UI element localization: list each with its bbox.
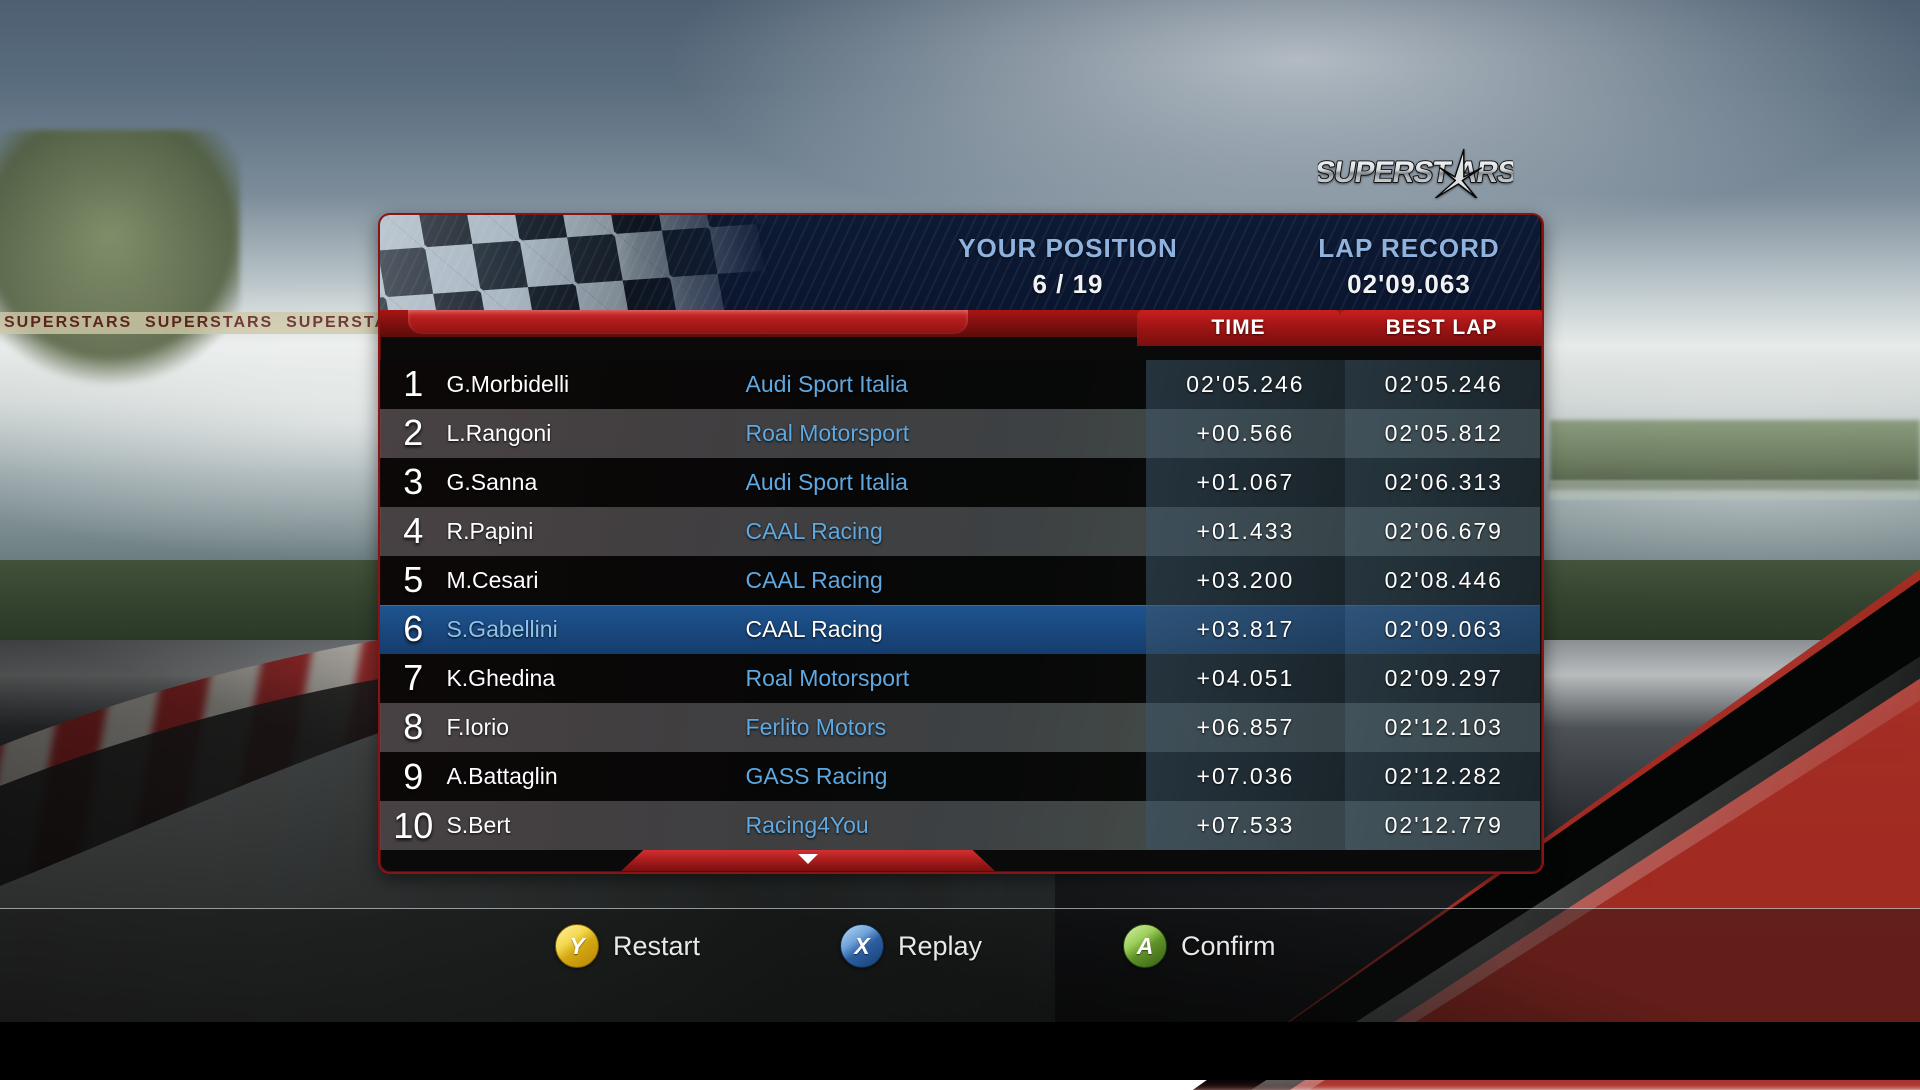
svg-text:SUPERST ARS: SUPERST ARS xyxy=(1318,156,1513,189)
